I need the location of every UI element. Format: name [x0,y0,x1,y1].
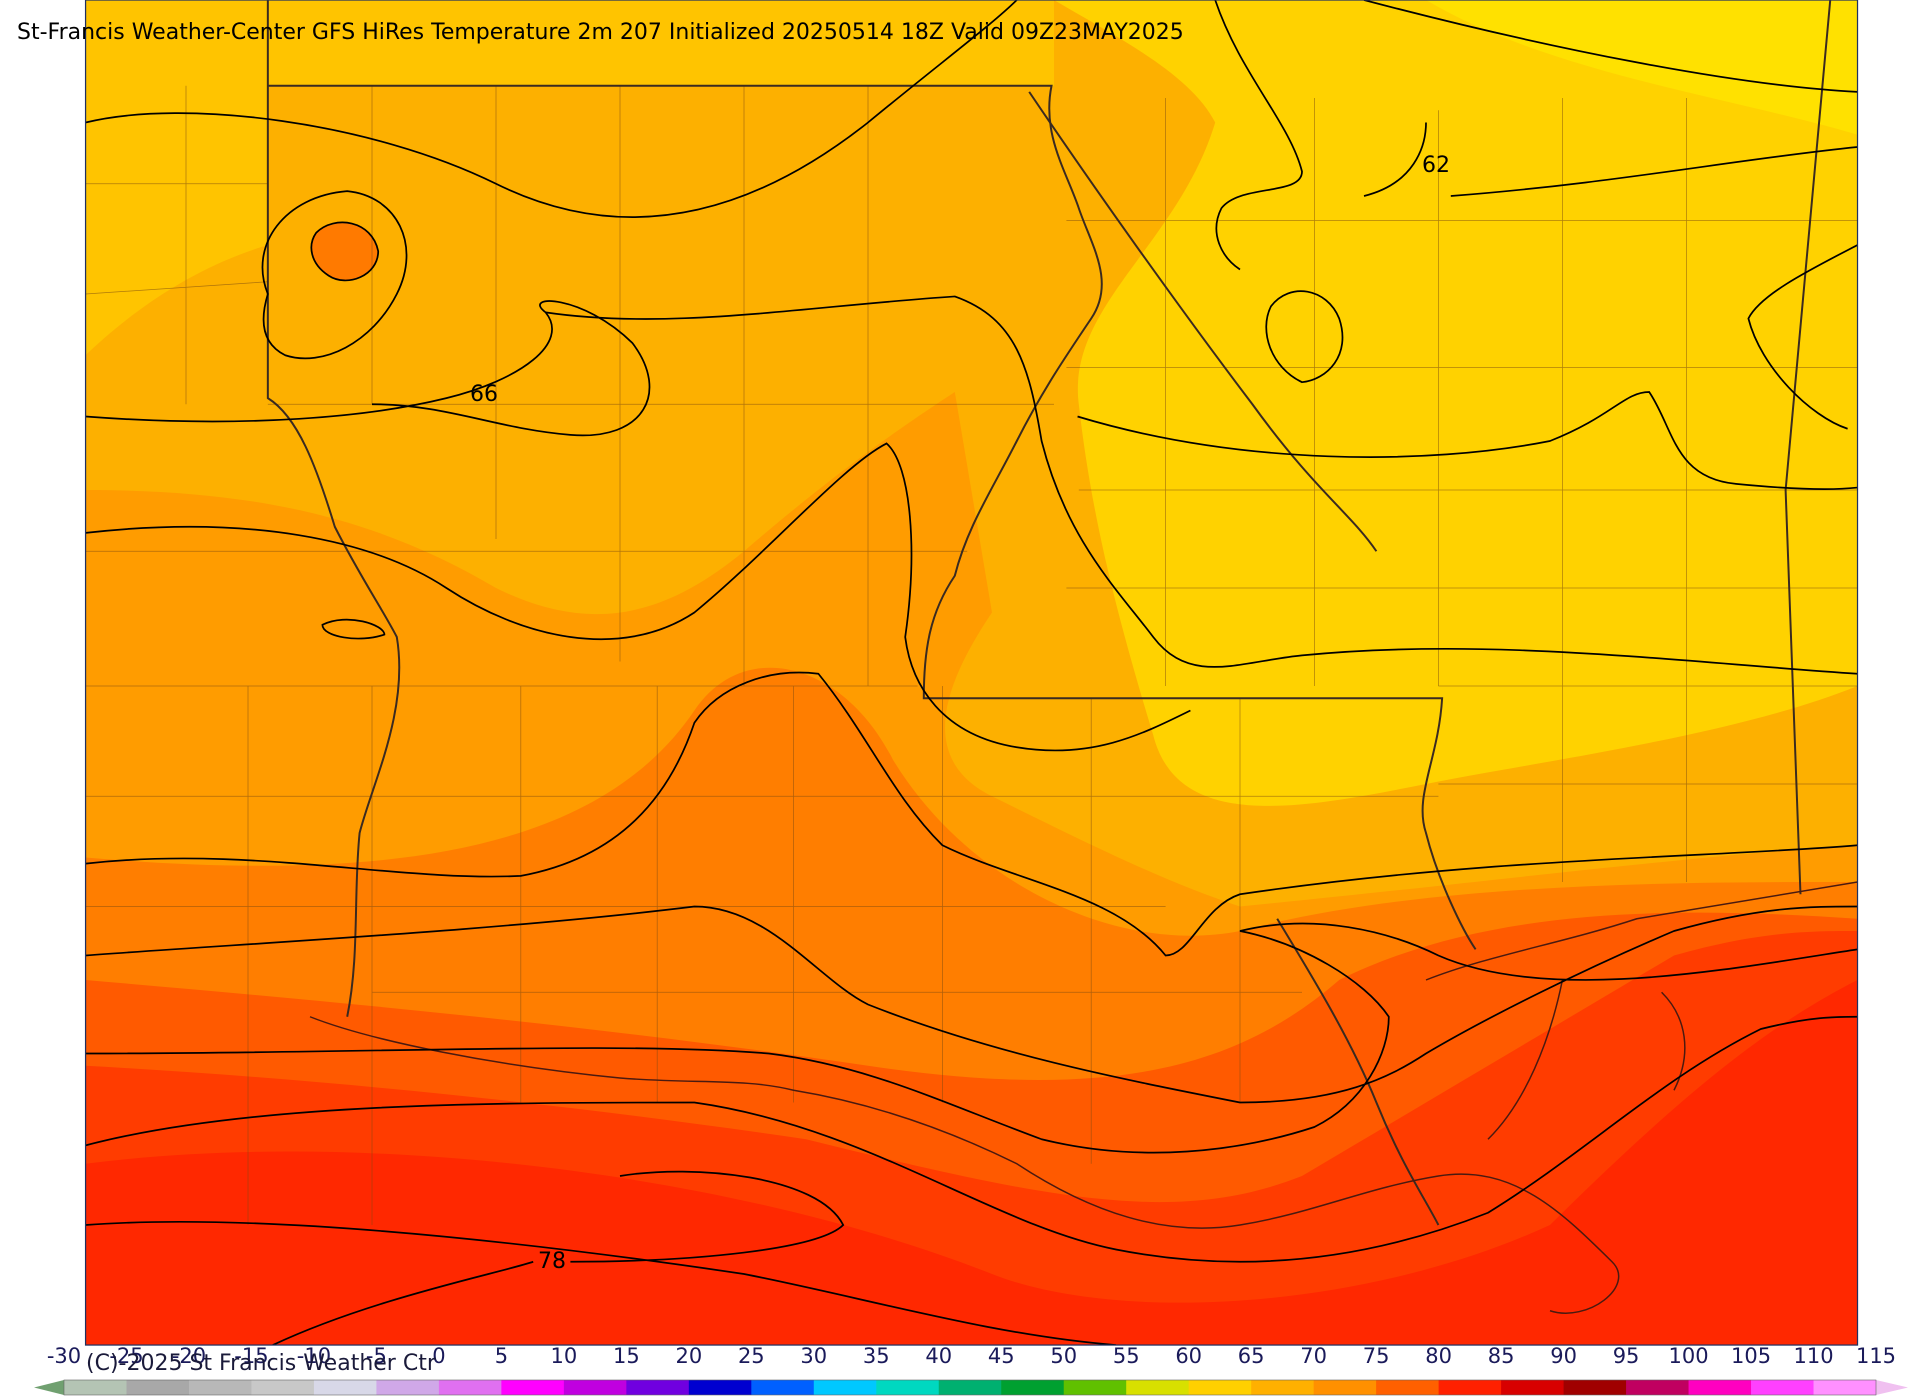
map [84,0,1859,1346]
colorbar-tick-label: -20 [172,1344,206,1368]
colorbar-swatch [501,1380,565,1395]
colorbar-swatch [751,1380,815,1395]
state-borders [266,0,1832,1226]
colorbar-swatch [938,1380,1002,1395]
colorbar-tick-label: 80 [1425,1344,1452,1368]
colorbar-tick-label: 100 [1669,1344,1709,1368]
contour-label: 66 [470,382,498,407]
colorbar-swatch [1126,1380,1190,1395]
temperature-band [1054,0,1858,806]
colorbar-tick-label: 5 [495,1344,508,1368]
colorbar-swatch [1063,1380,1127,1395]
colorbar-swatch [1563,1380,1627,1395]
colorbar-tick-label: 0 [432,1344,445,1368]
colorbar-swatch [1438,1380,1502,1395]
colorbar-swatch [188,1380,252,1395]
colorbar-tick-label: 90 [1550,1344,1577,1368]
colorbar-tick-label: 30 [800,1344,827,1368]
colorbar-swatch [126,1380,190,1395]
map-title: St-Francis Weather-Center GFS HiRes Temp… [17,20,1184,45]
colorbar-swatch [1313,1380,1377,1395]
colorbar-tick-label: 40 [925,1344,952,1368]
colorbar-swatch [1376,1380,1440,1395]
colorbar-tick-label: 105 [1731,1344,1771,1368]
colorbar: -30 -25 -20 -15 -10 -5 0 5 10 15 20 25 30 35 40 45 50 55 6… [34,1344,1908,1396]
colorbar-over-arrow [1876,1380,1908,1395]
temperature-band [1426,0,1858,135]
colorbar-tick-label: -25 [109,1344,143,1368]
colorbar-swatch [626,1380,690,1395]
colorbar-swatch [376,1380,440,1395]
colorbar-swatch [313,1380,377,1395]
colorbar-swatch [64,1380,127,1395]
contour-label: 62 [1422,153,1450,178]
colorbar-tick-label: 115 [1856,1344,1896,1368]
colorbar-tick-label: 60 [1175,1344,1202,1368]
colorbar-swatch [688,1380,752,1395]
colorbar-tick-label: 75 [1363,1344,1390,1368]
colorbar-swatch [251,1380,315,1395]
contour-label: 78 [538,1249,566,1274]
colorbar-swatch [1501,1380,1565,1395]
colorbar-swatch [1188,1380,1252,1395]
copyright: (C)-2025 St Francis Weather Ctr [86,1351,437,1376]
map-frame [84,0,1859,1346]
county-lines [85,85,1858,1226]
colorbar-tick-label: -10 [297,1344,331,1368]
colorbar-tick-label: 45 [988,1344,1015,1368]
isotherms [85,0,1858,1346]
colorbar-frame [63,1379,1877,1396]
colorbar-swatch [438,1380,502,1395]
colorbar-tick-label: 25 [738,1344,765,1368]
colorbar-tick-label: 85 [1488,1344,1515,1368]
colorbar-swatch [813,1380,877,1395]
colorbar-under-arrow [34,1380,64,1395]
colorbar-tick-label: 95 [1613,1344,1640,1368]
colorbar-swatch [563,1380,627,1395]
colorbar-swatch [1751,1380,1815,1395]
colorbar-tick-label: 35 [863,1344,890,1368]
colorbar-tick-label: 50 [1050,1344,1077,1368]
coastline [309,881,1858,1314]
colorbar-tick-label: 110 [1793,1344,1833,1368]
colorbar-tick-label: 65 [1238,1344,1265,1368]
colorbar-tick-label: 15 [613,1344,640,1368]
colorbar-tick-label: -30 [47,1344,81,1368]
colorbar-swatch [1001,1380,1065,1395]
colorbar-swatch [876,1380,940,1395]
colorbar-tick-label: 10 [550,1344,577,1368]
colorbar-tick-label: 20 [675,1344,702,1368]
temperature-band [85,0,1055,356]
colorbar-tick-label: -5 [366,1344,387,1368]
colorbar-swatch [1813,1380,1877,1395]
colorbar-tick-label: 55 [1113,1344,1140,1368]
colorbar-swatch [1688,1380,1752,1395]
temperature-band [85,980,1858,1346]
colorbar-swatch [1251,1380,1315,1395]
colorbar-swatch [1626,1380,1690,1395]
colorbar-tick-label: -15 [234,1344,268,1368]
colorbar-tick-label: 70 [1300,1344,1327,1368]
temperature-band [311,222,379,281]
